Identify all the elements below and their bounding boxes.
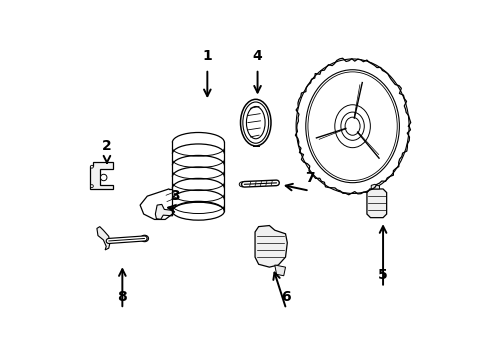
Circle shape [100,174,107,181]
Polygon shape [367,189,387,218]
Text: 7: 7 [305,171,315,185]
Polygon shape [90,162,113,189]
Ellipse shape [239,182,245,187]
Ellipse shape [141,235,148,242]
Text: 1: 1 [202,49,212,63]
Text: 3: 3 [170,189,180,203]
Polygon shape [275,265,286,276]
Text: 2: 2 [102,139,112,153]
Text: 8: 8 [118,289,127,303]
Text: 6: 6 [281,289,291,303]
Polygon shape [97,226,110,250]
Circle shape [91,165,93,168]
Polygon shape [255,226,287,267]
Text: 5: 5 [378,268,388,282]
Polygon shape [155,204,173,220]
Polygon shape [371,184,379,189]
Text: 4: 4 [253,49,263,63]
Circle shape [91,185,93,188]
